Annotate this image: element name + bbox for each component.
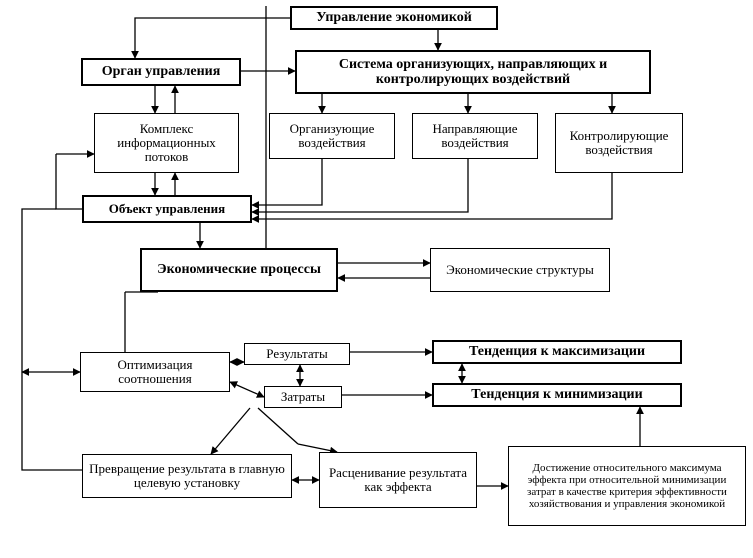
node-obj_upr: Объект управления	[82, 195, 252, 223]
node-label-tend_min: Тенденция к минимизации	[471, 387, 642, 402]
node-econ_proc: Экономические процессы	[140, 248, 338, 292]
node-label-tend_max: Тенденция к максимизации	[469, 344, 645, 359]
edge-34	[22, 209, 82, 470]
node-label-econ_proc: Экономические процессы	[157, 262, 321, 277]
node-org_vozd: Организующие воздействия	[269, 113, 395, 159]
node-label-sys_vozd: Система организующих, направляющих и кон…	[301, 57, 645, 88]
node-ctrl_vozd: Контролирующие воздействия	[555, 113, 683, 173]
node-label-org_vozd: Организующие воздействия	[274, 122, 390, 151]
edge-29	[56, 154, 82, 209]
node-label-opt_sootn: Оптимизация соотношения	[85, 358, 225, 387]
node-tend_min: Тенденция к минимизации	[432, 383, 682, 407]
edge-9	[252, 159, 322, 205]
node-label-napr_vozd: Направляющие воздействия	[417, 122, 533, 151]
node-label-mgmt_econ: Управление экономикой	[316, 10, 472, 25]
node-sys_vozd: Система организующих, направляющих и кон…	[295, 50, 651, 94]
node-label-zatraty: Затраты	[281, 390, 325, 404]
edge-10	[252, 159, 468, 212]
edge-26	[211, 408, 250, 454]
node-napr_vozd: Направляющие воздействия	[412, 113, 538, 159]
node-label-ctrl_vozd: Контролирующие воздействия	[560, 129, 678, 158]
node-label-dost_max: Достижение относительного максимума эффе…	[513, 462, 741, 510]
node-label-obj_upr: Объект управления	[109, 202, 225, 216]
node-prevr_rez: Превращение результата в главную целевую…	[82, 454, 292, 498]
flowchart-stage: Управление экономикой Орган управления Сис…	[0, 0, 753, 558]
edge-16	[230, 382, 264, 397]
edge-0	[135, 18, 290, 58]
edge-11	[252, 173, 612, 219]
node-label-organ_upr: Орган управления	[102, 64, 221, 79]
node-tend_max: Тенденция к максимизации	[432, 340, 682, 364]
node-rasc_rez: Расценивание результата как эффекта	[319, 452, 477, 508]
node-organ_upr: Орган управления	[81, 58, 241, 86]
node-label-prevr_rez: Превращение результата в главную целевую…	[87, 462, 287, 491]
node-mgmt_econ: Управление экономикой	[290, 6, 498, 30]
node-label-econ_struct: Экономические структуры	[446, 263, 594, 277]
edge-27	[258, 408, 298, 444]
edge-28	[298, 444, 337, 452]
node-label-rezultaty: Результаты	[266, 347, 327, 361]
node-zatraty: Затраты	[264, 386, 342, 408]
node-label-info_complex: Комплекс информационных потоков	[99, 122, 234, 165]
node-label-rasc_rez: Расценивание результата как эффекта	[324, 466, 472, 495]
node-econ_struct: Экономические структуры	[430, 248, 610, 292]
node-opt_sootn: Оптимизация соотношения	[80, 352, 230, 392]
node-dost_max: Достижение относительного максимума эффе…	[508, 446, 746, 526]
node-info_complex: Комплекс информационных потоков	[94, 113, 239, 173]
node-rezultaty: Результаты	[244, 343, 350, 365]
